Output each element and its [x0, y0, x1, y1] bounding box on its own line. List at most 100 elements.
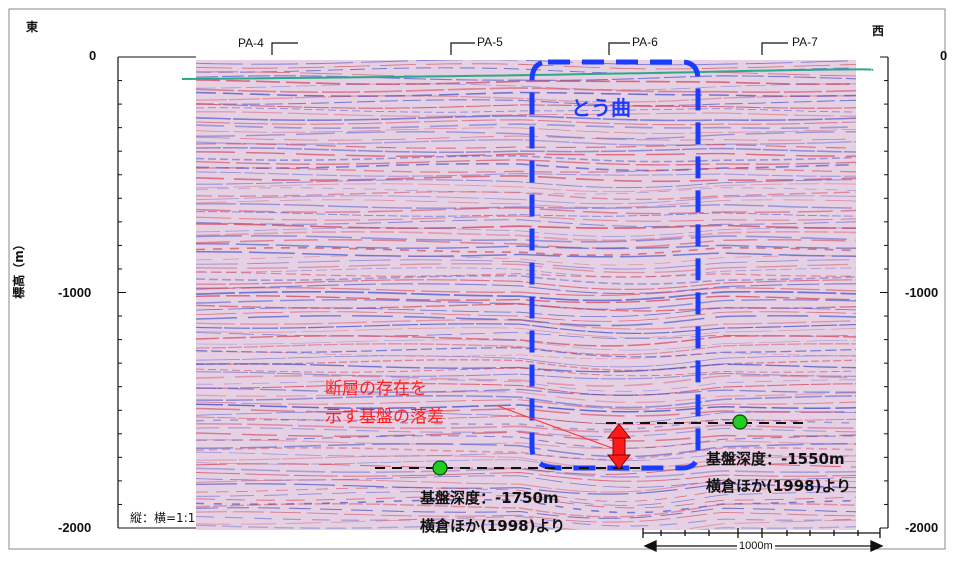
seismic-reflector: [196, 167, 856, 173]
seismic-reflector: [196, 111, 856, 117]
seismic-reflector: [196, 446, 856, 461]
fold-zone-box: [529, 59, 701, 471]
basement-depth-right: 基盤深度：-1550m: [706, 450, 845, 468]
seismic-reflector: [196, 171, 856, 177]
surface-line: [181, 68, 874, 80]
seismic-reflector: [196, 311, 856, 322]
seismic-reflector: [196, 151, 856, 157]
seismic-reflector: [196, 230, 856, 242]
right-tick-label-1000: -1000: [905, 285, 939, 300]
seismic-reflector: [196, 507, 856, 519]
seismic-reflector: [196, 351, 856, 360]
seismic-reflector: [196, 451, 856, 461]
seismic-reflector: [196, 323, 856, 334]
seismic-reflector: [196, 243, 856, 250]
seismic-reflector: [196, 87, 856, 94]
seismic-reflector: [196, 391, 856, 403]
seismic-reflector: [196, 103, 856, 109]
scale-bar-label: 1000m: [737, 540, 775, 552]
seismic-reflector: [196, 83, 856, 91]
fold-label: とう曲: [571, 96, 631, 120]
seismic-reflector: [196, 239, 856, 249]
seismic-reflector: [196, 227, 856, 237]
seismic-reflector: [196, 279, 856, 290]
seismic-reflector: [196, 263, 856, 274]
seismic-reflector: [196, 63, 856, 70]
seismic-section: [196, 60, 856, 530]
seismic-reflector: [196, 191, 856, 201]
basement-source-right: 横倉ほか(1998)より: [706, 477, 852, 495]
seismic-reflector: [196, 299, 856, 310]
seismic-reflector: [196, 327, 856, 338]
seismic-reflector: [196, 255, 856, 266]
seismic-reflector: [196, 347, 856, 358]
east-label: 東: [26, 20, 39, 34]
seismic-reflector: [196, 472, 856, 482]
seismic-reflector: [196, 455, 856, 470]
seismic-reflector: [196, 91, 856, 97]
seismic-reflector: [196, 207, 856, 215]
west-label: 西: [872, 24, 885, 38]
seismic-reflector: [196, 271, 856, 278]
scale-ratio: 縦：横=1:1: [130, 511, 196, 525]
seismic-reflector: [196, 359, 856, 372]
station-label-pa4: PA-4: [238, 36, 264, 50]
basement-source-left: 横倉ほか(1998)より: [420, 517, 566, 535]
seismic-reflector: [196, 147, 856, 153]
seismic-reflector: [196, 143, 856, 149]
seismic-reflector: [196, 483, 856, 495]
seismic-reflector: [196, 367, 856, 377]
seismic-reflector: [196, 247, 856, 257]
station-label-pa5: PA-5: [477, 35, 503, 49]
station-markers: [271, 42, 788, 55]
seismic-reflector: [196, 515, 856, 527]
left-tick-label-1000: -1000: [58, 285, 92, 300]
right-tick-label-0: 0: [940, 48, 948, 63]
seismic-reflector: [196, 523, 856, 530]
seismic-reflector: [196, 119, 856, 126]
seismic-reflector: [196, 60, 856, 66]
left-tick-label-0: 0: [89, 48, 97, 63]
seismic-reflector: [196, 375, 856, 387]
seismic-reflector: [196, 203, 856, 209]
seismic-reflector: [196, 174, 856, 183]
left-tick-label-2000: -2000: [58, 520, 92, 535]
seismic-reflector: [196, 107, 856, 113]
seismic-reflector: [196, 495, 856, 509]
seismic-reflector: [196, 267, 856, 278]
seismic-reflector: [196, 259, 856, 270]
seismic-reflector: [196, 235, 856, 243]
seismic-reflector: [196, 487, 856, 502]
seismic-reflector: [196, 275, 856, 285]
seismic-reflector: [196, 435, 856, 449]
seismic-reflector: [196, 290, 856, 302]
seismic-reflector: [196, 219, 856, 227]
seismic-reflector: [196, 463, 856, 475]
seismic-reflector: [196, 79, 856, 86]
seismic-reflector: [196, 443, 856, 458]
seismic-reflector: [196, 499, 856, 514]
seismic-reflector: [196, 343, 856, 356]
seismic-reflector: [196, 407, 856, 417]
seismic-reflector: [196, 123, 856, 130]
outer-border: [8, 8, 946, 550]
seismic-reflector: [196, 307, 856, 318]
seismic-reflector: [196, 519, 856, 530]
seismic-reflector: [196, 315, 856, 327]
fault-label-line2: 示す基盤の落差: [325, 407, 444, 427]
seismic-reflector: [196, 159, 856, 166]
seismic-reflector: [196, 295, 856, 304]
offset-arrow: [606, 423, 632, 470]
scale-bar: [642, 528, 884, 553]
y-axis-title: 標高（m）: [11, 238, 26, 299]
seismic-reflector: [196, 222, 856, 230]
seismic-reflector: [196, 339, 856, 351]
seismic-reflector: [196, 162, 856, 172]
seismic-reflectors: [196, 60, 856, 530]
seismic-reflector: [196, 335, 856, 347]
basement-marker-right: [732, 414, 748, 430]
seismic-reflector: [196, 99, 856, 107]
seismic-reflector: [196, 475, 856, 488]
seismic-reflector: [196, 179, 856, 189]
